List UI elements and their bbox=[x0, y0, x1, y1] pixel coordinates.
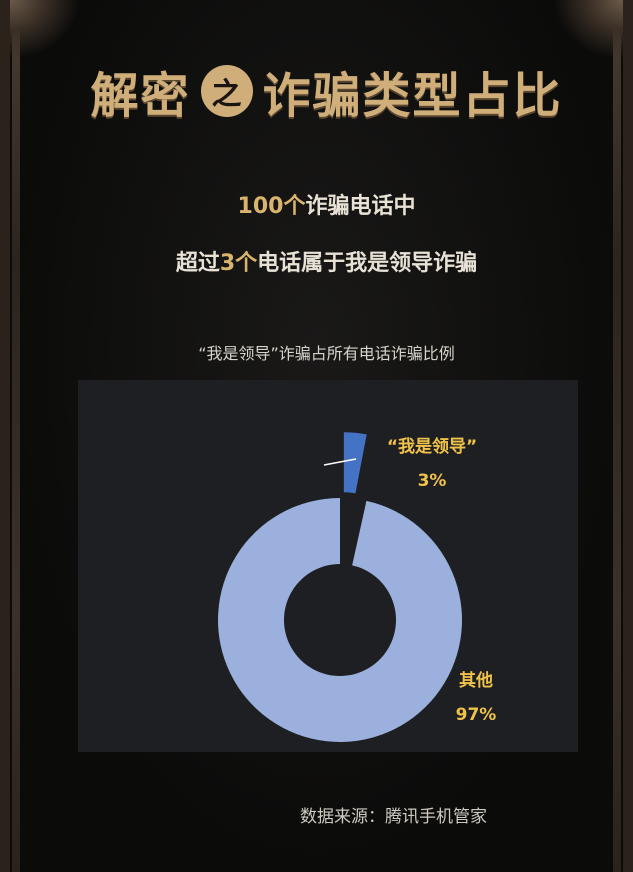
slice-label-0: “我是领导” bbox=[387, 436, 477, 457]
summary-line-2-number: 3个 bbox=[219, 251, 258, 276]
title-badge: 之 bbox=[200, 65, 253, 117]
slice-label-1: 其他 bbox=[459, 670, 493, 691]
title-left: 解密 bbox=[90, 68, 191, 124]
summary-line-1: 100个诈骗电话中 bbox=[10, 188, 633, 220]
top-left-ornament bbox=[10, 0, 80, 60]
slice-value-label-0: 3% bbox=[418, 471, 447, 491]
slice-0 bbox=[343, 432, 367, 494]
summary-line-1-text: 诈骗电话中 bbox=[305, 194, 416, 219]
donut-chart: “我是领导” 3% 其他 97% bbox=[78, 380, 578, 752]
right-ornate-border bbox=[613, 0, 621, 872]
summary-line-2-suffix: 电话属于我是领导诈骗 bbox=[257, 251, 478, 276]
left-ornate-border bbox=[12, 0, 20, 872]
donut-chart-svg: “我是领导” 3% 其他 97% bbox=[217, 432, 497, 742]
slice-1 bbox=[217, 498, 463, 742]
page-title: 解密 之 诈骗类型占比 bbox=[10, 56, 633, 126]
chart-title: “我是领导”诈骗占所有电话诈骗比例 bbox=[198, 344, 455, 363]
top-right-ornament bbox=[553, 0, 623, 60]
title-right: 诈骗类型占比 bbox=[262, 68, 563, 124]
leader-line bbox=[323, 458, 357, 466]
data-source: 数据来源：腾讯手机管家 bbox=[300, 807, 487, 827]
summary-line-2-prefix: 超过 bbox=[175, 251, 220, 276]
summary-line-1-number: 100个 bbox=[237, 194, 306, 219]
slice-value-label-1: 97% bbox=[456, 705, 497, 725]
summary-line-2: 超过3个电话属于我是领导诈骗 bbox=[10, 245, 633, 277]
